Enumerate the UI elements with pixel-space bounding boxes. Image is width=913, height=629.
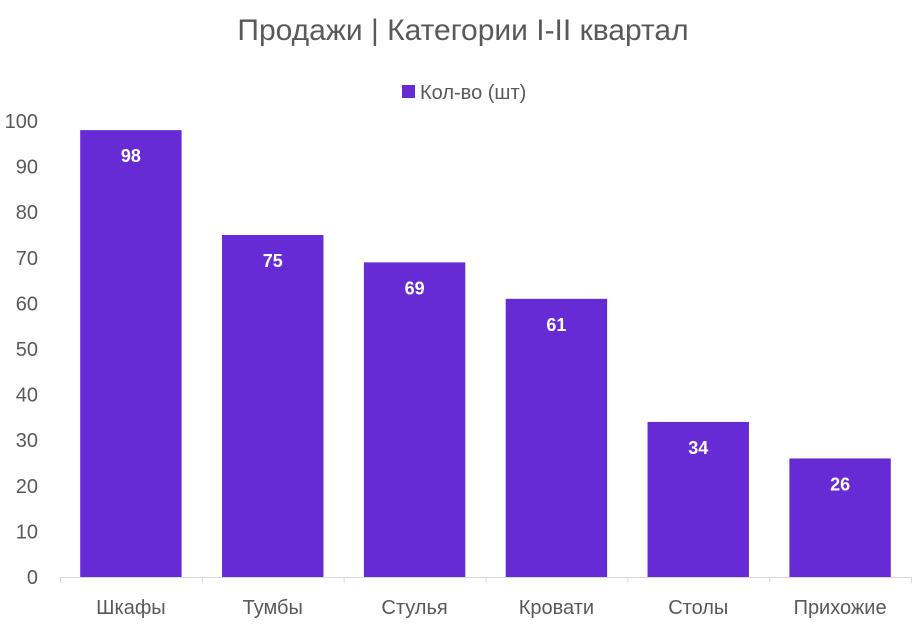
legend-label: Кол-во (шт) (420, 82, 526, 104)
y-tick-label: 70 (16, 248, 38, 270)
y-tick-label: 80 (16, 202, 38, 224)
y-tick-label: 20 (16, 476, 38, 498)
y-axis: 0 10 20 30 40 50 60 70 80 90 100 (5, 111, 38, 589)
data-label: 69 (405, 278, 425, 298)
y-tick-label: 0 (27, 567, 38, 589)
y-tick-label: 40 (16, 385, 38, 407)
bar (80, 130, 182, 577)
category-label: Тумбы (243, 597, 303, 619)
bar (789, 458, 891, 577)
bar (647, 421, 749, 577)
bar (363, 262, 466, 577)
bars (80, 130, 891, 577)
category-label: Прихожие (794, 597, 887, 619)
y-tick-label: 50 (16, 339, 38, 361)
category-label: Кровати (519, 597, 594, 619)
category-label: Столы (668, 597, 728, 619)
data-label: 34 (688, 438, 708, 458)
y-tick-label: 100 (5, 111, 38, 133)
y-tick-label: 30 (16, 430, 38, 452)
category-label: Стулья (381, 597, 447, 619)
bar (222, 235, 324, 577)
y-tick-label: 10 (16, 521, 38, 543)
x-axis: Шкафы Тумбы Стулья Кровати Столы Прихожие (60, 577, 912, 619)
y-tick-label: 60 (16, 293, 38, 315)
y-tick-label: 90 (16, 157, 38, 179)
data-label: 61 (546, 315, 566, 335)
data-labels: 98 75 69 61 34 26 (121, 146, 850, 494)
legend: Кол-во (шт) (402, 82, 526, 104)
category-label: Шкафы (96, 597, 165, 619)
chart-title: Продажи | Категории I-II квартал (237, 14, 688, 47)
data-label: 98 (121, 146, 141, 166)
data-label: 75 (263, 251, 283, 271)
legend-swatch (402, 85, 415, 98)
bar (505, 298, 608, 577)
data-label: 26 (830, 474, 850, 494)
